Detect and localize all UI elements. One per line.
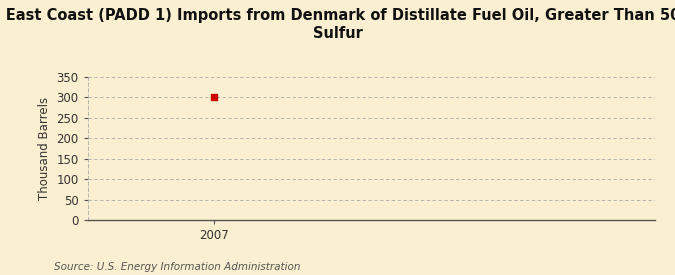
Text: Annual East Coast (PADD 1) Imports from Denmark of Distillate Fuel Oil, Greater : Annual East Coast (PADD 1) Imports from …: [0, 8, 675, 41]
Text: Source: U.S. Energy Information Administration: Source: U.S. Energy Information Administ…: [54, 262, 300, 272]
Y-axis label: Thousand Barrels: Thousand Barrels: [38, 97, 51, 200]
